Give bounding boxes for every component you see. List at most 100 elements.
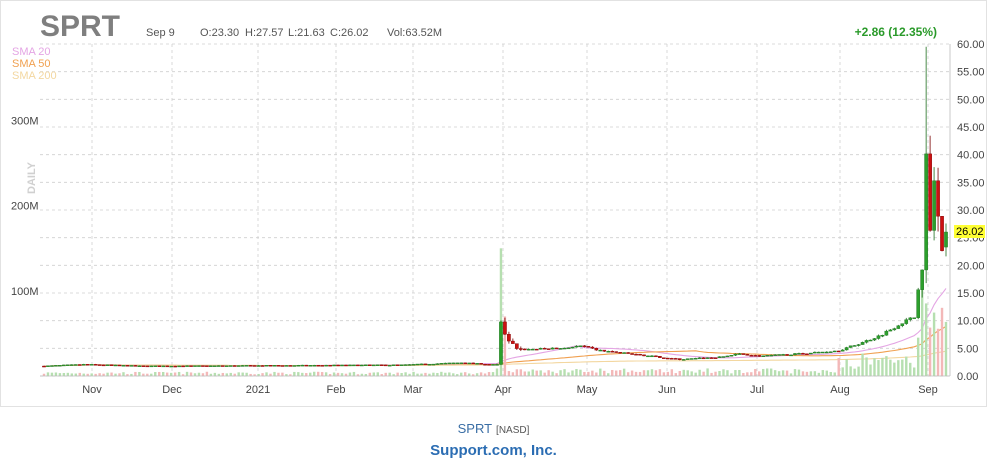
candle-body [240,365,245,367]
volume-bar [877,360,880,376]
volume-bar [801,371,805,376]
volume-bar [527,371,530,376]
volume-bar [372,372,376,376]
date-tick-label: 2021 [246,384,270,396]
candle-body [546,348,551,350]
candle-body [765,355,769,357]
candle-body [523,348,527,351]
volume-bar [535,370,538,376]
candle-body [189,365,193,367]
candle-body [316,364,320,367]
price-tick-label: 10.00 [957,316,985,328]
volume-bar [825,370,828,376]
volume-bar [698,369,701,376]
candle-body [717,356,722,358]
volume-bar [428,373,431,376]
volume-bar [320,372,324,376]
bar-date: Sep 9 [146,27,175,39]
candle-body [304,364,309,367]
volume-bar [738,369,741,376]
candle-body [761,355,766,357]
candle-body [499,321,503,365]
candle-body [395,364,400,366]
candle-body [598,349,603,352]
candle-body [368,364,372,367]
candle-body [594,347,599,351]
price-tick-label: 35.00 [957,177,985,189]
period-label: DAILY [26,161,38,194]
volume-bar [444,372,447,376]
candle-body [459,362,464,365]
volume-bar [940,307,944,376]
candle-body [864,340,869,343]
volume-bar [773,370,777,376]
volume-bar [857,366,860,376]
volume-bar [225,373,228,376]
candle-body [685,358,690,360]
candle-body [908,317,913,320]
volume-bar [658,369,662,376]
candle-body [610,351,615,353]
candle-body [519,348,523,350]
volume-bar [201,373,205,376]
volume-bar [340,373,344,376]
volume-bar [364,373,368,376]
candle-body [582,345,587,347]
volume-bar [392,374,395,376]
candle-body [737,353,742,355]
volume-bar [634,371,638,376]
candle-body [701,357,706,360]
volume-bar [710,372,713,376]
candle-body [749,355,754,357]
candle-body [137,365,142,367]
date-tick-label: May [577,384,598,396]
candle-body [868,339,873,342]
volume-bar [257,373,260,376]
candle-body [201,365,205,367]
candle-body [507,334,511,342]
candle-body [169,365,173,368]
volume-bar [408,373,411,376]
candle-body [852,345,857,347]
volume-bar [583,371,586,376]
volume-bar [404,372,407,376]
candle-body [463,362,467,365]
volume-bar [126,374,129,376]
volume-bar [789,373,793,376]
volume-bar [134,371,137,376]
candle-body [411,364,416,366]
volume-bar [714,371,717,376]
candle-body [646,355,650,358]
volume-bar [809,371,813,376]
date-tick-label: Aug [830,384,850,396]
volume-tick-label: 200M [11,201,39,213]
candle-body [403,364,408,366]
candle-body [809,352,813,355]
volume-bar [46,372,50,376]
candle-body [312,364,317,367]
candle-body [356,364,360,367]
volume-bar [607,373,610,376]
candle-body [602,349,607,352]
candle-body [670,358,674,360]
volume-bar [726,370,729,376]
volume-bar [70,373,74,376]
volume-bar [559,370,562,376]
volume-bar [853,368,856,376]
volume-bar [777,371,781,376]
volume-bar [253,374,256,376]
volume-bar [460,372,463,376]
footer-company-name[interactable]: Support.com, Inc. [430,442,557,459]
volume-bar [396,372,399,376]
candle-body [121,365,126,367]
volume-bar [706,368,709,376]
price-tick-label: 30.00 [957,205,985,217]
footer-ticker-symbol[interactable]: SPRT [457,421,493,436]
volume-bar [889,359,892,376]
volume-bar [142,373,145,376]
last-price-label: 26.02 [956,226,984,238]
volume-bar [82,373,85,376]
candle-body [654,355,658,358]
volume-bar [289,374,292,376]
